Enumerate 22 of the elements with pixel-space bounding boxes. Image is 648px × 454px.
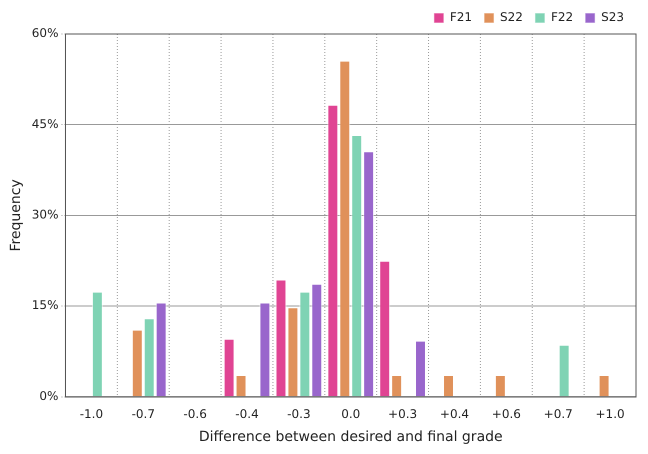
x-tick-label: +0.4 <box>440 407 470 422</box>
y-axis-title: Frequency <box>8 179 24 252</box>
x-tick-label: -1.0 <box>80 407 104 422</box>
x-tick-label: -0.7 <box>132 407 155 422</box>
x-tick-label: +1.0 <box>595 407 625 422</box>
legend-label: S23 <box>601 10 624 24</box>
x-tick-label: 0.0 <box>341 407 360 422</box>
legend-label: F21 <box>450 10 472 24</box>
x-tick-label: +0.3 <box>388 407 418 422</box>
legend-label: S22 <box>500 10 523 24</box>
y-tick-label: 15% <box>32 298 58 312</box>
y-tick-label: 30% <box>32 208 58 222</box>
y-tick-label: 45% <box>32 116 58 131</box>
y-tick-label: 0% <box>39 388 58 403</box>
x-tick-label: -0.3 <box>287 407 311 422</box>
x-tick-label: -0.4 <box>235 407 259 422</box>
x-tick-label: +0.7 <box>544 407 573 422</box>
x-tick-label: -0.6 <box>183 407 207 422</box>
y-tick-label: 60% <box>32 26 58 40</box>
x-tick-label: +0.6 <box>492 407 521 422</box>
x-axis-title: Difference between desired and final grade <box>198 429 503 446</box>
legend-label: F22 <box>550 10 574 24</box>
